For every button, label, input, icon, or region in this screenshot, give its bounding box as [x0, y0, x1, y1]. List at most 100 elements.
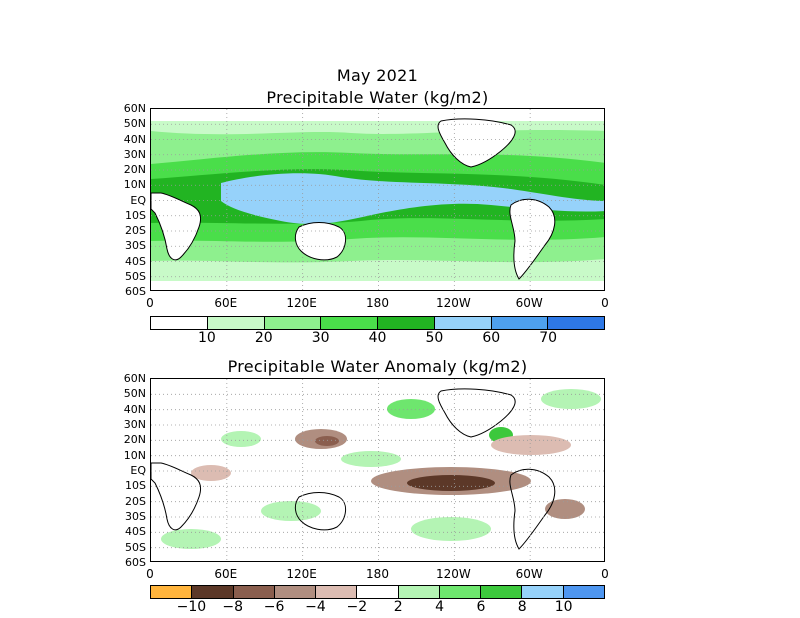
colorbar-tick-label: 10 [197, 330, 216, 346]
lat-label: 40N [123, 132, 146, 146]
lat-label: 40S [125, 525, 146, 539]
top-continents [151, 118, 556, 280]
lon-label: 60W [515, 296, 543, 310]
bottom-continents [151, 388, 556, 550]
lat-label: 60S [125, 556, 146, 569]
lon-label: 120W [435, 296, 471, 310]
bottom-map [151, 379, 604, 561]
colorbar-swatch [316, 586, 358, 598]
top-colorbar [150, 316, 605, 330]
lat-label: 30S [125, 510, 146, 523]
bottom-title: Precipitable Water Anomaly (kg/m2) [227, 357, 528, 376]
lat-label: 20N [123, 163, 146, 176]
colorbar-tick-label: −4 [305, 599, 326, 615]
colorbar-tick-label: 20 [254, 330, 273, 346]
lat-label: 20S [125, 494, 146, 508]
top-map-panel [150, 108, 605, 291]
colorbar-swatch [378, 317, 435, 329]
colorbar-tick-label: −6 [263, 599, 285, 615]
lat-label: 50S [125, 269, 146, 283]
top-title-line1: May 2021 [336, 66, 419, 85]
colorbar-swatch [491, 317, 549, 329]
lat-label: 20S [125, 224, 146, 237]
top-grid [151, 109, 604, 290]
colorbar-tick-label: 30 [311, 330, 330, 346]
colorbar-swatch [274, 586, 317, 598]
colorbar-swatch [481, 586, 523, 598]
lon-label: 60E [214, 567, 238, 581]
field-0-10-south [151, 281, 604, 290]
africa-outline [151, 462, 202, 531]
colorbar-tick-label: 2 [393, 599, 403, 615]
colorbar-tick-label: 10 [554, 599, 573, 615]
colorbar-swatch [357, 586, 399, 598]
colorbar-swatch [522, 586, 564, 598]
north-america-outline [437, 388, 516, 438]
lat-label: 10N [123, 448, 146, 462]
lat-label: 60S [125, 285, 146, 298]
field-0-10-north [151, 109, 604, 121]
south-america-outline [509, 468, 556, 550]
colorbar-tick-label: 50 [425, 330, 444, 346]
lat-label: 30N [123, 147, 146, 161]
lat-label: EQ [130, 193, 146, 207]
colorbar-swatch [207, 317, 265, 329]
colorbar-swatch [398, 586, 440, 598]
colorbar-swatch [434, 317, 492, 329]
bottom-grid [151, 379, 604, 561]
lat-label: 30N [123, 418, 146, 431]
colorbar-swatch [192, 586, 234, 598]
lon-label: 60W [515, 567, 543, 581]
lon-label: 0 [146, 567, 154, 581]
south-america-outline [509, 198, 556, 280]
lon-label: 0 [601, 567, 609, 581]
colorbar-tick-label: 40 [368, 330, 387, 346]
top-title-line2: Precipitable Water (kg/m2) [266, 88, 489, 107]
colorbar-tick-label: −10 [176, 599, 207, 615]
lat-label: 40S [125, 254, 146, 268]
lat-label: 10S [125, 479, 146, 493]
bottom-map-panel [150, 378, 605, 562]
bottom-colorbar [150, 585, 605, 599]
lat-label: 10N [123, 178, 146, 192]
colorbar-swatch [321, 317, 378, 329]
colorbar-swatch [548, 317, 604, 329]
lat-label: 40N [123, 402, 146, 416]
colorbar-tick-label: 8 [517, 599, 527, 615]
lat-label: EQ [130, 464, 146, 477]
colorbar-tick-label: 60 [482, 330, 501, 346]
colorbar-swatch [439, 586, 482, 598]
colorbar-swatch [151, 317, 208, 329]
colorbar-tick-label: −2 [346, 599, 368, 615]
lon-label: 60E [214, 296, 238, 310]
field-50-60 [221, 173, 604, 224]
colorbar-tick-label: 70 [539, 330, 558, 346]
colorbar-swatch [233, 586, 275, 598]
colorbar-tick-label: 6 [476, 599, 486, 615]
lon-label: 0 [146, 296, 154, 310]
colorbar-tick-label: 4 [435, 599, 444, 615]
lon-label: 0 [601, 296, 609, 310]
top-map [151, 109, 604, 290]
lat-label: 30S [125, 239, 146, 253]
anomaly-positive [161, 389, 601, 549]
colorbar-tick-label: −8 [222, 599, 244, 615]
lon-label: 120E [286, 567, 317, 581]
colorbar-swatch [563, 586, 604, 598]
colorbar-swatch [264, 317, 322, 329]
lat-label: 50N [123, 387, 146, 401]
lat-label: 20N [123, 433, 146, 447]
lon-label: 120W [435, 567, 471, 581]
africa-outline [151, 192, 202, 261]
lat-label: 50N [123, 117, 146, 131]
lon-label: 180 [366, 296, 389, 310]
lon-label: 180 [366, 567, 389, 581]
lon-label: 120E [286, 296, 317, 310]
australia-outline [294, 222, 346, 261]
lat-label: 60N [123, 102, 146, 115]
colorbar-swatch [151, 586, 193, 598]
lat-label: 60N [123, 372, 146, 385]
north-america-outline [437, 118, 516, 168]
lat-label: 50S [125, 540, 146, 554]
australia-outline [294, 492, 346, 531]
